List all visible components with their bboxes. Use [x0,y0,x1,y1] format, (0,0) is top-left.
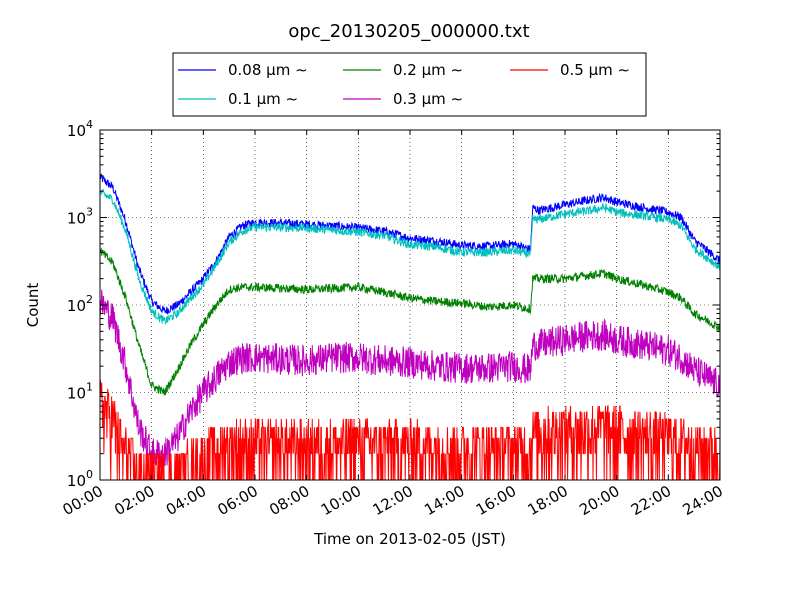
legend: 0.08 μm ∼ 0.1 μm ∼ 0.2 μm ∼ 0.3 μm ∼ 0.5 μm … [172,52,647,117]
y-axis-label: Count [24,283,42,328]
series-line-4 [100,379,720,480]
legend-label: 0.1 μm ∼ [228,90,298,108]
legend-label: 0.2 μm ∼ [393,61,463,79]
legend-label: 0.08 μm ∼ [228,61,308,79]
y-tick-base: 10 [67,385,86,403]
x-axis-label: Time on 2013-02-05 (JST) [313,530,506,548]
y-tick-base: 10 [67,122,86,140]
y-tick-label: 104 [67,118,93,140]
y-tick-label: 103 [67,206,93,228]
y-tick-base: 10 [67,472,86,490]
y-tick-base: 10 [67,210,86,228]
y-tick-exponent: 2 [86,293,93,306]
legend-frame [172,52,647,117]
series-line-1 [100,188,720,325]
series-line-2 [100,247,720,396]
y-tick-exponent: 0 [86,468,93,481]
y-tick-label: 102 [67,293,93,315]
y-tick-exponent: 3 [86,206,93,219]
legend-label: 0.3 μm ∼ [393,90,463,108]
series-line-3 [100,289,720,469]
y-tick-base: 10 [67,297,86,315]
y-tick-label: 100 [67,468,93,490]
y-tick-exponent: 4 [86,118,93,131]
grid [100,130,720,480]
y-tick-exponent: 1 [86,381,93,394]
plot-series [100,173,720,480]
series-line-0 [100,173,720,315]
chart-title: opc_20130205_000000.txt [288,21,529,42]
y-tick-label: 101 [67,381,93,403]
legend-label: 0.5 μm ∼ [560,61,630,79]
